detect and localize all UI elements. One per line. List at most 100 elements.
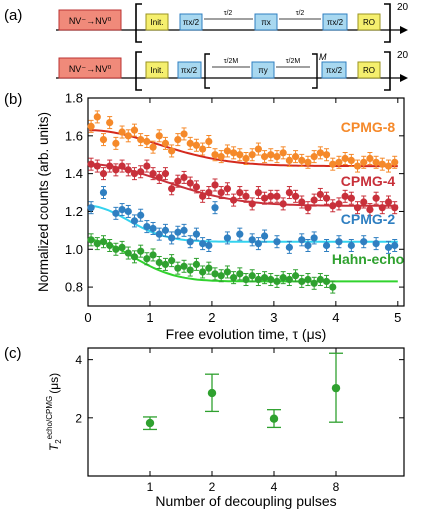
- chart-b-point-0-17: [192, 141, 201, 149]
- chart-b-point-3-36: [310, 279, 318, 287]
- seq-row2-inner-repeat: M: [319, 52, 327, 62]
- chart-b-point-2-16: [199, 240, 207, 248]
- chart-b-point-3-11: [155, 258, 163, 267]
- chart-b-point-1-11: [155, 173, 163, 182]
- chart-b-point-3-22: [223, 268, 232, 276]
- chart-b-point-1-18: [199, 192, 207, 200]
- chart-b-point-1-8: [137, 168, 145, 176]
- chart-c-points: [143, 352, 343, 431]
- chart-b-xtick-label-2: 2: [208, 310, 215, 325]
- seq-row2-pulse-2: [251, 61, 275, 79]
- chart-b-point-0-39: [329, 160, 337, 168]
- chart-b-point-1-44: [360, 198, 368, 206]
- chart-b-point-2-10: [161, 226, 170, 234]
- chart-b-point-1-49: [391, 204, 399, 212]
- chart-c-point-0: [145, 418, 155, 428]
- chart-b-point-1-2: [99, 170, 108, 178]
- chart-b-point-1-24: [236, 188, 244, 197]
- chart-b-point-3-35: [304, 275, 312, 284]
- seq-row2-init-state-block: [58, 57, 122, 79]
- chart-b-point-2-2: [112, 209, 120, 217]
- chart-b-point-0-40: [335, 158, 343, 166]
- chart-b-point-1-13: [168, 185, 176, 193]
- seq-row1-block-init: Init.: [151, 18, 164, 27]
- chart-b-ytick-label-2: 1.2: [65, 204, 83, 219]
- seq-row1-init-block: [145, 13, 169, 31]
- seq-row1-block-pulse-3: πx/2: [327, 18, 344, 27]
- chart-b-point-0-44: [360, 158, 368, 166]
- chart-b-point-1-29: [267, 192, 275, 200]
- chart-b-point-2-18: [211, 204, 219, 212]
- chart-b-point-2-30: [335, 238, 343, 246]
- chart-c-ylabel-main: T: [47, 442, 61, 451]
- chart-b-point-1-47: [378, 204, 386, 212]
- chart-b-point-0-29: [267, 151, 275, 159]
- chart-b-ytick-label-5: 1.8: [65, 91, 83, 106]
- seq-row1-block-pulse-2: πx: [261, 18, 271, 27]
- chart-b-point-0-16: [186, 139, 194, 147]
- chart-b-point-2-3: [118, 205, 126, 214]
- chart-b-point-0-19: [205, 137, 213, 146]
- chart-b-point-1-40: [335, 200, 343, 208]
- chart-b-point-1-16: [186, 179, 194, 187]
- seq-row2-left-bracket: [135, 51, 142, 91]
- chart-b-point-1-3: [106, 162, 114, 170]
- seq-row1-init-state-block: [58, 9, 122, 31]
- chart-b-point-1-42: [347, 194, 355, 202]
- chart-b-point-1-6: [124, 166, 132, 174]
- chart-c-point-2: [269, 414, 279, 423]
- chart-c-ticks: 1 2 4 8 2 4: [75, 348, 404, 494]
- chart-c-ytick-label-1: 4: [75, 353, 82, 367]
- chart-b-point-3-15: [180, 262, 188, 270]
- chart-b-point-1-1: [93, 162, 101, 170]
- chart-b-point-3-23: [230, 274, 238, 282]
- seq-row2-block-pulse-3: πx/2: [326, 66, 343, 75]
- chart-b: 0 1 2 3 4 50.81.01.21.41.61.8 CPMG-8CPMG-4CPM…: [36, 91, 405, 342]
- seq-row1-block-pulse-1: πx/2: [183, 18, 200, 27]
- chart-b-point-1-33: [291, 192, 300, 200]
- chart-b-point-2-13: [180, 226, 188, 234]
- seq-row1-pulse-1: [179, 13, 203, 31]
- chart-c-xtick-label-1: 2: [209, 480, 216, 494]
- chart-b-point-1-27: [254, 188, 262, 197]
- chart-b-point-1-9: [143, 162, 151, 170]
- chart-b-point-0-14: [174, 136, 182, 144]
- chart-b-point-0-24: [236, 151, 244, 159]
- chart-b-point-3-3: [106, 241, 114, 250]
- panel-label-a: (a): [4, 7, 22, 24]
- seq-row2-inner-left-bracket: [204, 53, 210, 89]
- chart-b-ytick-label-1: 1.0: [65, 242, 83, 257]
- chart-b-point-1-17: [192, 183, 201, 191]
- chart-c-ylabel-sup: echo/CPMG: [45, 396, 54, 440]
- chart-b-point-1-21: [217, 188, 225, 197]
- chart-c-ylabel-unit: (μs): [47, 373, 61, 394]
- chart-b-point-1-28: [260, 194, 269, 202]
- chart-b-ticks: 0 1 2 3 4 5 0.8 1.0 1.2 1.4 1.6 1.8: [65, 91, 404, 325]
- chart-c-ytick-label-0: 2: [75, 411, 82, 425]
- chart-b-point-3-27: [254, 275, 262, 284]
- chart-b-point-0-25: [242, 154, 250, 163]
- chart-b-point-2-4: [124, 207, 132, 216]
- chart-b-point-0-22: [223, 147, 232, 155]
- chart-b-point-1-14: [174, 177, 182, 185]
- chart-b-point-3-19: [205, 264, 213, 272]
- chart-c-xtick-label-0: 1: [147, 480, 154, 494]
- seq-row1-pulse-3: [322, 13, 348, 31]
- chart-b-point-2-14: [186, 238, 194, 246]
- chart-b-point-3-12: [161, 260, 170, 268]
- chart-b-legend-0: CPMG-8: [341, 119, 396, 135]
- chart-b-point-1-5: [118, 162, 126, 170]
- chart-b-xtick-label-3: 3: [270, 310, 277, 325]
- chart-b-point-3-24: [236, 270, 244, 278]
- chart-b-point-2-23: [260, 232, 269, 240]
- chart-b-point-2-33: [372, 240, 380, 248]
- chart-b-fit-2: [89, 204, 398, 243]
- seq-row2-block-pulse-1: πx/2: [181, 66, 198, 75]
- chart-b-point-0-33: [291, 153, 300, 161]
- chart-c-point-1: [207, 388, 217, 398]
- chart-b-point-2-1: [99, 188, 108, 197]
- chart-b-point-0-47: [378, 160, 386, 168]
- seq-row2-repeat: 20: [397, 50, 409, 61]
- chart-b-point-0-28: [260, 153, 269, 161]
- chart-b-point-2-27: [304, 241, 312, 250]
